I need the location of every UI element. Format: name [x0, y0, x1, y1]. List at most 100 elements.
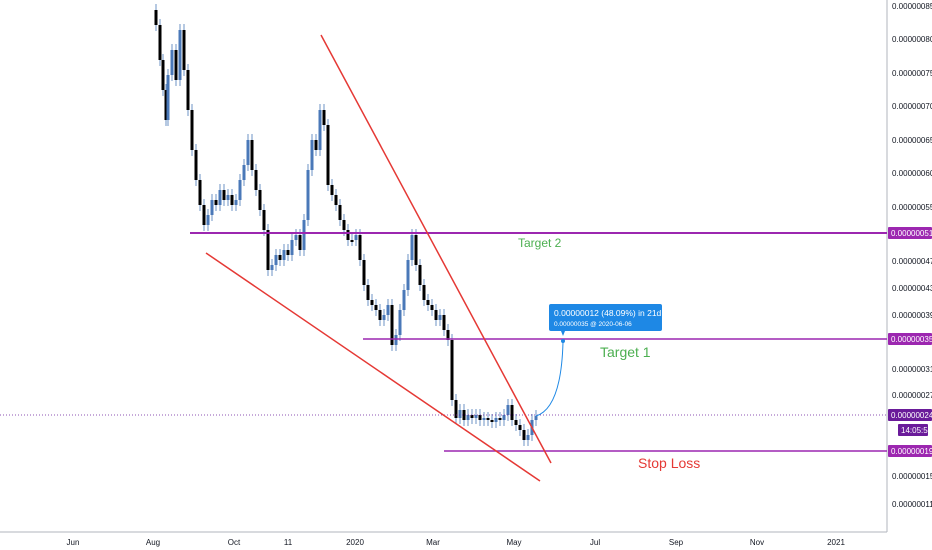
candle-body: [506, 405, 510, 415]
candle-body: [514, 420, 518, 425]
candle-body: [238, 180, 242, 200]
candle-body: [454, 400, 458, 418]
y-tick-label: 0.00000065: [892, 136, 932, 145]
candle-body: [450, 340, 454, 400]
target2-label: Target 2: [518, 236, 562, 250]
candle-body: [358, 235, 362, 260]
candle-body: [362, 260, 366, 285]
candle-body: [486, 418, 490, 420]
projection-label-line1: 0.00000012 (48.09%) in 21d: [554, 308, 662, 318]
candle-body: [218, 190, 222, 205]
candle-body: [302, 220, 306, 250]
candle-body: [314, 140, 318, 150]
candle-body: [438, 315, 442, 320]
candle-body: [254, 170, 258, 190]
candle-body: [446, 330, 450, 340]
candle-body: [182, 30, 186, 70]
candle-body: [422, 285, 426, 300]
candle-body: [310, 140, 314, 170]
price-tag-bg: [888, 445, 932, 457]
price-tag-bg: [888, 227, 932, 239]
candle-body: [410, 235, 414, 260]
projection-label-line2: 0.00000035 @ 2020-06-06: [554, 321, 632, 328]
x-tick-label: Jun: [67, 538, 80, 547]
candle-body: [434, 310, 438, 320]
candle-body: [418, 265, 422, 285]
candle-body: [442, 315, 446, 330]
y-tick-label: 0.00000060: [892, 169, 932, 178]
candle-body: [178, 30, 182, 80]
candle-body: [164, 90, 168, 120]
candle-body: [250, 140, 254, 170]
candle-body: [518, 425, 522, 430]
candle-body: [322, 110, 326, 125]
candle-body: [234, 200, 238, 205]
x-tick-label: 2021: [827, 538, 845, 547]
candle-body: [270, 265, 274, 270]
candle-body: [266, 230, 270, 270]
candle-body: [230, 195, 234, 205]
candle-body: [206, 215, 210, 225]
candle-body: [350, 240, 354, 242]
x-tick-label: Nov: [750, 538, 764, 547]
candle-body: [326, 125, 330, 185]
candle-body: [482, 418, 486, 420]
candle-body: [198, 180, 202, 205]
time-axis-labels: Jun Aug Oct 11 2020 Mar May Jul Sep Nov 2021: [67, 538, 846, 547]
candle-body: [390, 305, 394, 345]
candle-body: [246, 140, 250, 165]
x-tick-label: Sep: [669, 538, 684, 547]
y-tick-label: 0.00000031: [892, 365, 932, 374]
candle-body: [406, 260, 410, 290]
y-tick-label: 0.00000039: [892, 311, 932, 320]
candle-body: [338, 205, 342, 220]
candle-body: [190, 110, 194, 150]
candle-body: [342, 220, 346, 230]
candle-body: [330, 185, 334, 195]
candle-body: [378, 310, 382, 320]
candle-body: [522, 430, 526, 440]
y-tick-label: 0.00000027: [892, 391, 932, 400]
candle-body: [478, 415, 482, 420]
candle-body: [474, 415, 478, 418]
candle-body: [526, 435, 530, 440]
candle-body: [382, 315, 386, 320]
candle-body: [161, 60, 165, 90]
candle-body: [262, 210, 266, 230]
candle-body: [166, 75, 170, 120]
candle-body: [346, 230, 350, 240]
y-tick-label: 0.00000085: [892, 2, 932, 11]
candle-body: [154, 10, 158, 25]
candle-body: [490, 420, 494, 422]
y-tick-label: 0.00000070: [892, 102, 932, 111]
candle-body: [354, 235, 358, 240]
x-tick-label: 11: [284, 538, 293, 547]
candle-body: [386, 305, 390, 315]
lower-trend-line: [205, 252, 541, 482]
candle-body: [318, 110, 322, 150]
candle-body: [498, 418, 502, 420]
candle-body: [430, 305, 434, 310]
candle-body: [290, 240, 294, 255]
candle-body: [466, 415, 470, 420]
price-tag-label: 0.00000035: [891, 335, 932, 344]
candle-body: [294, 235, 298, 240]
y-tick-label: 0.00000047: [892, 257, 932, 266]
y-tick-label: 0.00000011: [892, 500, 932, 509]
y-tick-label: 0.00000055: [892, 203, 932, 212]
price-tag-label: 0.00000051: [891, 229, 932, 238]
x-tick-label: Aug: [146, 538, 160, 547]
candle-body: [394, 335, 398, 345]
candle-body: [366, 285, 370, 300]
candle-body: [286, 250, 290, 255]
target1-label: Target 1: [600, 344, 651, 360]
candle-body: [458, 410, 462, 418]
candle-body: [402, 290, 406, 310]
candles-group: [154, 4, 538, 446]
price-tags-group: 0.00000051 0.00000035 0.00000024 14:05:51 0.…: [888, 227, 932, 457]
candle-body: [426, 300, 430, 305]
y-tick-label: 0.00000043: [892, 284, 932, 293]
upper-trend-line: [320, 34, 552, 464]
candle-body: [374, 305, 378, 310]
